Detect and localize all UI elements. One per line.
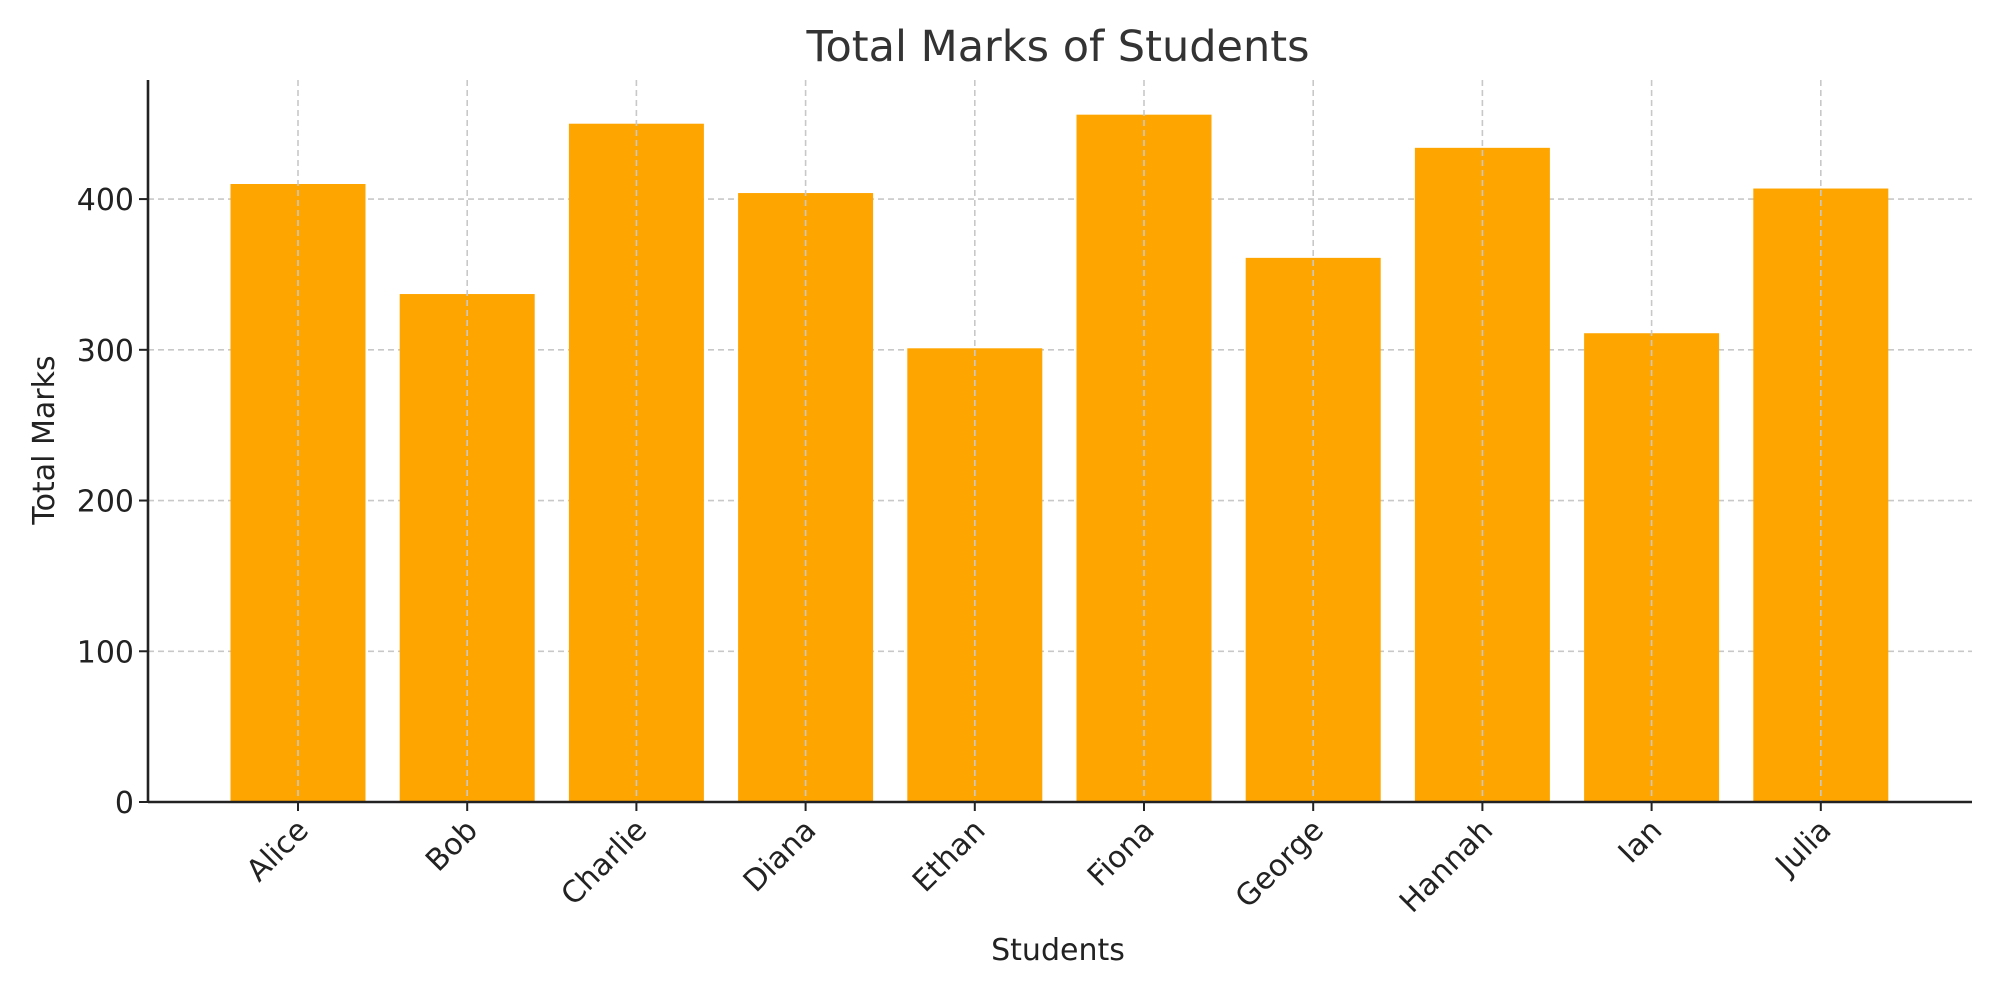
x-tick-label: Julia [1768,813,1839,884]
x-tick-labels: Alice Bob Charlie Diana Ethan Fiona George Hann… [240,802,1839,920]
x-tick-label: Alice [240,813,316,889]
x-tick-label: George [1229,813,1331,915]
y-tick-label: 100 [77,635,134,670]
x-tick-label: Fiona [1081,813,1162,894]
bar-fiona [1076,114,1212,802]
x-tick-label: Diana [737,813,823,899]
y-axis-label: Total Marks [27,355,62,525]
x-tick-label: Hannah [1393,813,1500,920]
bars [230,114,1889,803]
x-tick-label: Charlie [554,813,654,913]
y-tick-label: 300 [77,334,134,369]
y-tick-label: 200 [77,485,134,520]
x-tick-label: Bob [419,813,485,879]
axes [146,80,1972,804]
x-axis-label: Students [991,933,1125,968]
y-tick-label: 400 [77,183,134,218]
y-tick-labels: 0 100 200 300 400 [77,183,148,821]
bar-bob [399,294,535,802]
chart-title: Total Marks of Students [806,22,1310,72]
y-tick-label: 0 [115,786,134,821]
x-tick-label: Ian [1612,813,1669,870]
vertical-grid-lines [297,80,1822,802]
x-tick-label: Ethan [906,813,992,899]
